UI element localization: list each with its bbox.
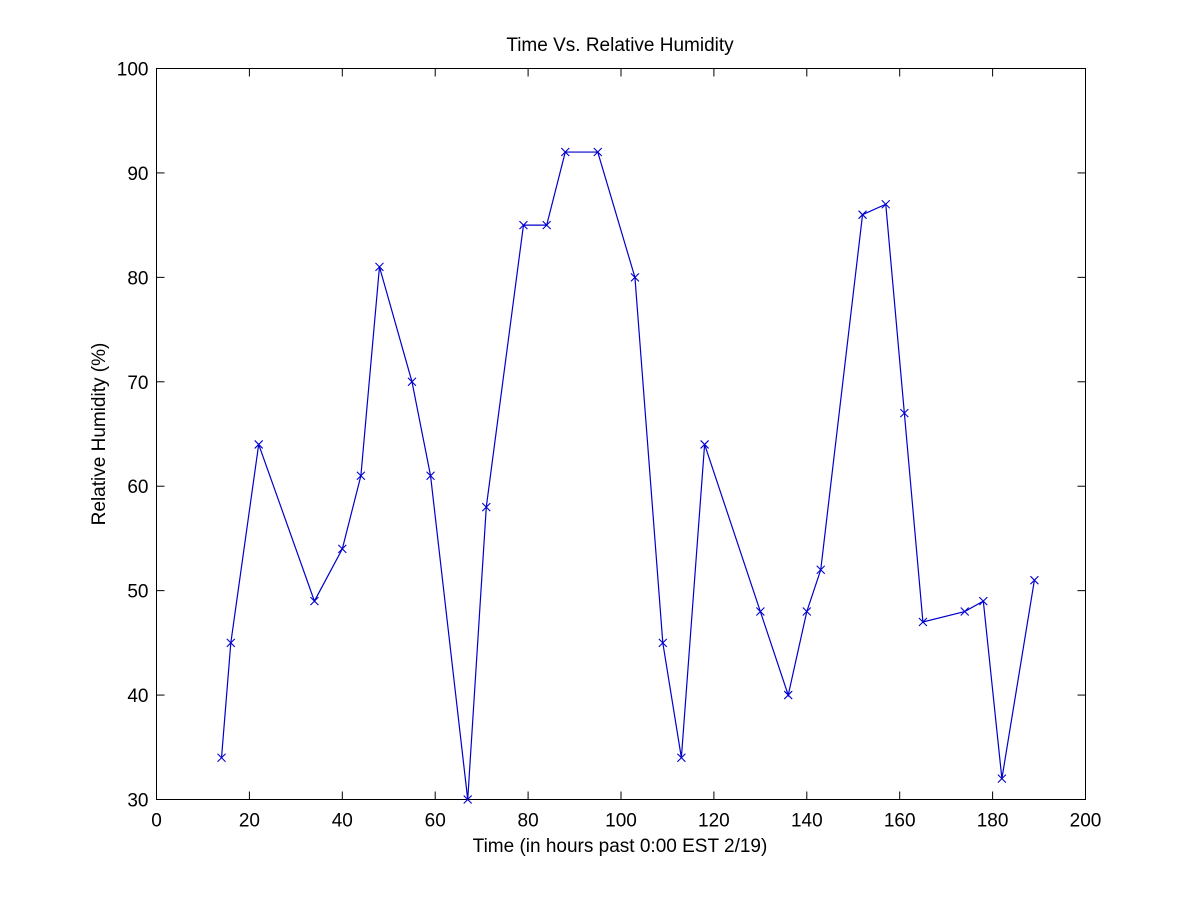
chart-title: Time Vs. Relative Humidity xyxy=(506,35,734,56)
axes-frame xyxy=(156,68,1086,800)
data-point xyxy=(375,262,384,272)
data-point xyxy=(310,596,319,606)
y-tick-label: 80 xyxy=(127,268,148,289)
data-point xyxy=(881,199,891,209)
data-point xyxy=(1030,575,1039,585)
data-point xyxy=(426,471,435,481)
y-tick-label: 90 xyxy=(127,164,148,185)
x-tick-label: 120 xyxy=(698,811,730,832)
y-tick-label: 50 xyxy=(127,582,148,603)
x-tick-label: 80 xyxy=(518,811,539,832)
x-tick-label: 60 xyxy=(425,811,446,832)
data-point xyxy=(783,690,793,700)
y-tick-label: 30 xyxy=(127,791,148,812)
data-point xyxy=(560,147,570,157)
data-point xyxy=(481,502,491,512)
axis-ticks xyxy=(156,68,1086,800)
data-point xyxy=(700,440,709,449)
y-tick-label: 60 xyxy=(127,477,148,498)
data-point xyxy=(918,617,928,627)
data-point xyxy=(630,272,640,282)
data-point xyxy=(217,753,226,763)
data-point xyxy=(542,220,552,230)
x-axis-label: Time (in hours past 0:00 EST 2/19) xyxy=(473,836,768,857)
y-axis-label: Relative Humidity (%) xyxy=(89,343,110,526)
data-point xyxy=(658,638,668,648)
data-point xyxy=(226,638,236,648)
data-point xyxy=(997,774,1007,784)
data-point xyxy=(978,596,988,606)
data-point xyxy=(463,795,473,804)
axis-tick-labels: 0 20 40 60 80 100 120 140 160 180 200 30 40 50 60 70 80 9… xyxy=(117,60,1102,832)
x-tick-label: 140 xyxy=(791,811,823,832)
data-point xyxy=(356,471,366,481)
x-tick-label: 40 xyxy=(332,811,353,832)
x-tick-label: 160 xyxy=(884,811,916,832)
data-point xyxy=(593,147,603,157)
data-point xyxy=(960,607,970,616)
y-tick-label: 40 xyxy=(127,686,148,707)
data-point xyxy=(337,544,347,554)
x-tick-label: 180 xyxy=(977,811,1009,832)
data-point xyxy=(816,565,826,575)
y-tick-label: 100 xyxy=(117,60,149,81)
data-point xyxy=(755,607,765,616)
data-point xyxy=(407,377,417,387)
y-tick-label: 70 xyxy=(127,373,148,394)
data-point xyxy=(802,607,812,616)
x-tick-label: 200 xyxy=(1070,811,1102,832)
x-tick-label: 20 xyxy=(239,811,260,832)
x-tick-label: 0 xyxy=(151,811,162,832)
data-series xyxy=(217,147,1039,804)
x-tick-label: 100 xyxy=(605,811,637,832)
data-point xyxy=(676,753,686,763)
plot-area xyxy=(156,68,1086,800)
data-point xyxy=(254,440,264,449)
data-point xyxy=(899,408,909,418)
series-line xyxy=(220,151,1035,800)
data-point xyxy=(519,220,528,230)
data-point xyxy=(858,210,867,220)
